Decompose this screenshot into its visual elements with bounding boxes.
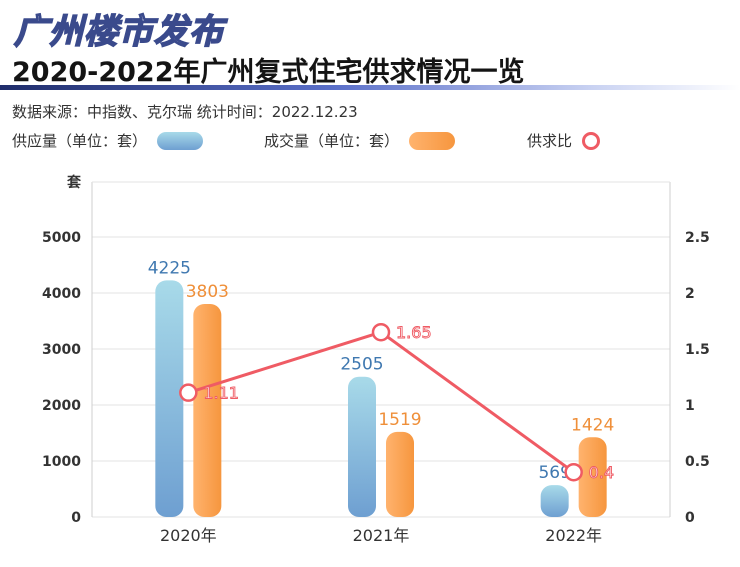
legend-ratio: 供求比 — [527, 130, 601, 151]
y-tick-label: 4000 — [42, 286, 81, 302]
y-tick-label: 0 — [71, 510, 81, 526]
y-tick-label: 1000 — [42, 454, 81, 470]
bar-supply — [348, 376, 376, 517]
data-label-ratio: 1.11 — [203, 384, 239, 403]
y2-tick-label: 2.5 — [685, 230, 710, 246]
data-label-supply: 569 — [538, 463, 570, 483]
bar-deal — [386, 431, 414, 517]
legend-deal-swatch — [409, 131, 456, 150]
x-tick-label: 2021年 — [353, 526, 410, 545]
y2-tick-label: 0.5 — [685, 454, 710, 470]
y2-tick-label: 0 — [685, 510, 695, 526]
legend-deal-label: 成交量（单位：套） — [264, 132, 400, 150]
bar-supply — [155, 280, 184, 517]
ratio-point — [564, 462, 583, 482]
legend-ratio-swatch — [582, 131, 601, 150]
bar-deal — [193, 304, 222, 517]
y-tick-label: 5000 — [42, 230, 81, 246]
data-label-deal: 1424 — [571, 415, 614, 435]
data-label-supply: 4225 — [148, 258, 191, 278]
y2-tick-label: 1.5 — [685, 342, 710, 358]
data-label-ratio: 1.65 — [396, 323, 432, 342]
title-underline — [0, 85, 740, 90]
data-label-ratio: 0.4 — [589, 463, 614, 482]
legend-ratio-label: 供求比 — [527, 132, 573, 150]
bar-supply — [540, 485, 569, 517]
data-source: 数据来源：中指数、克尔瑞 统计时间：2022.12.23 — [12, 103, 358, 121]
data-label-deal: 3803 — [186, 282, 229, 302]
y-axis-label: 套 — [67, 174, 81, 191]
ratio-point — [179, 383, 198, 402]
y2-tick-label: 2 — [685, 286, 695, 302]
y-tick-label: 3000 — [42, 342, 81, 358]
legend-deal: 成交量（单位：套） — [264, 130, 456, 151]
x-tick-label: 2020年 — [160, 526, 217, 545]
y-tick-label: 2000 — [42, 398, 81, 414]
ratio-point — [371, 322, 391, 342]
data-label-deal: 1519 — [378, 410, 421, 430]
y2-tick-label: 1 — [685, 398, 695, 414]
ratio-line — [187, 330, 575, 474]
legend-supply-label: 供应量（单位：套） — [12, 132, 148, 150]
legend-supply: 供应量（单位：套） — [12, 130, 204, 151]
brand-logo: 广州楼市发布 — [13, 11, 224, 53]
chart-title: 2020-2022年广州复式住宅供求情况一览 — [12, 57, 525, 88]
x-tick-label: 2022年 — [545, 526, 602, 545]
data-label-supply: 2505 — [340, 355, 383, 375]
legend-supply-swatch — [157, 131, 204, 150]
bar-deal — [578, 437, 607, 517]
